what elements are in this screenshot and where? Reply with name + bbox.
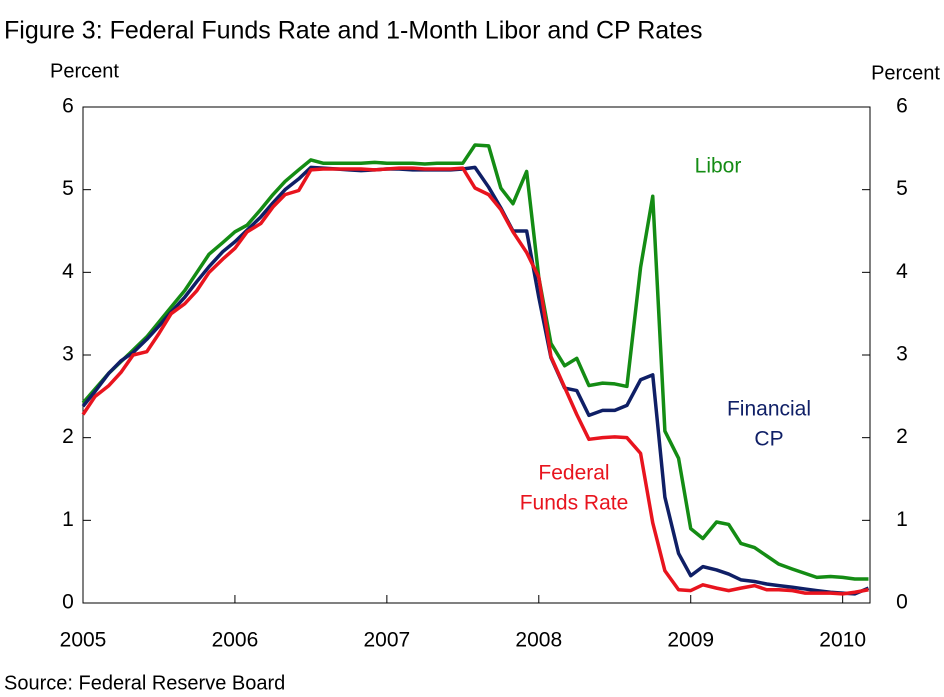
y2-tick-label: 6: [896, 95, 908, 118]
x-tick-label: 2009: [667, 629, 714, 652]
series-label: Libor: [695, 155, 742, 178]
x-tick-label: 2006: [212, 629, 259, 652]
series-label: CP: [754, 428, 783, 451]
y-tick-label: 0: [62, 591, 74, 614]
y-tick-label: 5: [62, 177, 74, 200]
y-tick-label: 4: [62, 260, 74, 283]
series-label: Funds Rate: [520, 492, 629, 515]
y-tick-label: 3: [62, 343, 74, 366]
y2-tick-label: 1: [896, 508, 908, 531]
y-tick-label: 6: [62, 95, 74, 118]
y2-tick-label: 5: [896, 177, 908, 200]
series-label: Financial: [727, 398, 811, 421]
source-note: Source: Federal Reserve Board: [4, 672, 285, 694]
y2-tick-label: 3: [896, 343, 908, 366]
series-label: Federal: [538, 462, 609, 485]
y-tick-label: 2: [62, 425, 74, 448]
y2-tick-label: 0: [896, 591, 908, 614]
y2-tick-label: 2: [896, 425, 908, 448]
y2-tick-label: 4: [896, 260, 908, 283]
x-tick-label: 2010: [819, 629, 866, 652]
series-line: [81, 165, 870, 596]
chart-title: Figure 3: Federal Funds Rate and 1-Month…: [4, 17, 703, 45]
plot-frame: [82, 106, 871, 604]
y-axis-label: Percent: [50, 60, 119, 82]
y-tick-label: 1: [62, 508, 74, 531]
series-line: [81, 143, 869, 581]
x-tick-label: 2008: [515, 629, 562, 652]
x-tick-label: 2007: [364, 629, 411, 652]
y2-axis-label: Percent: [871, 62, 940, 84]
x-tick-label: 2005: [60, 629, 107, 652]
series-line: [81, 166, 869, 596]
